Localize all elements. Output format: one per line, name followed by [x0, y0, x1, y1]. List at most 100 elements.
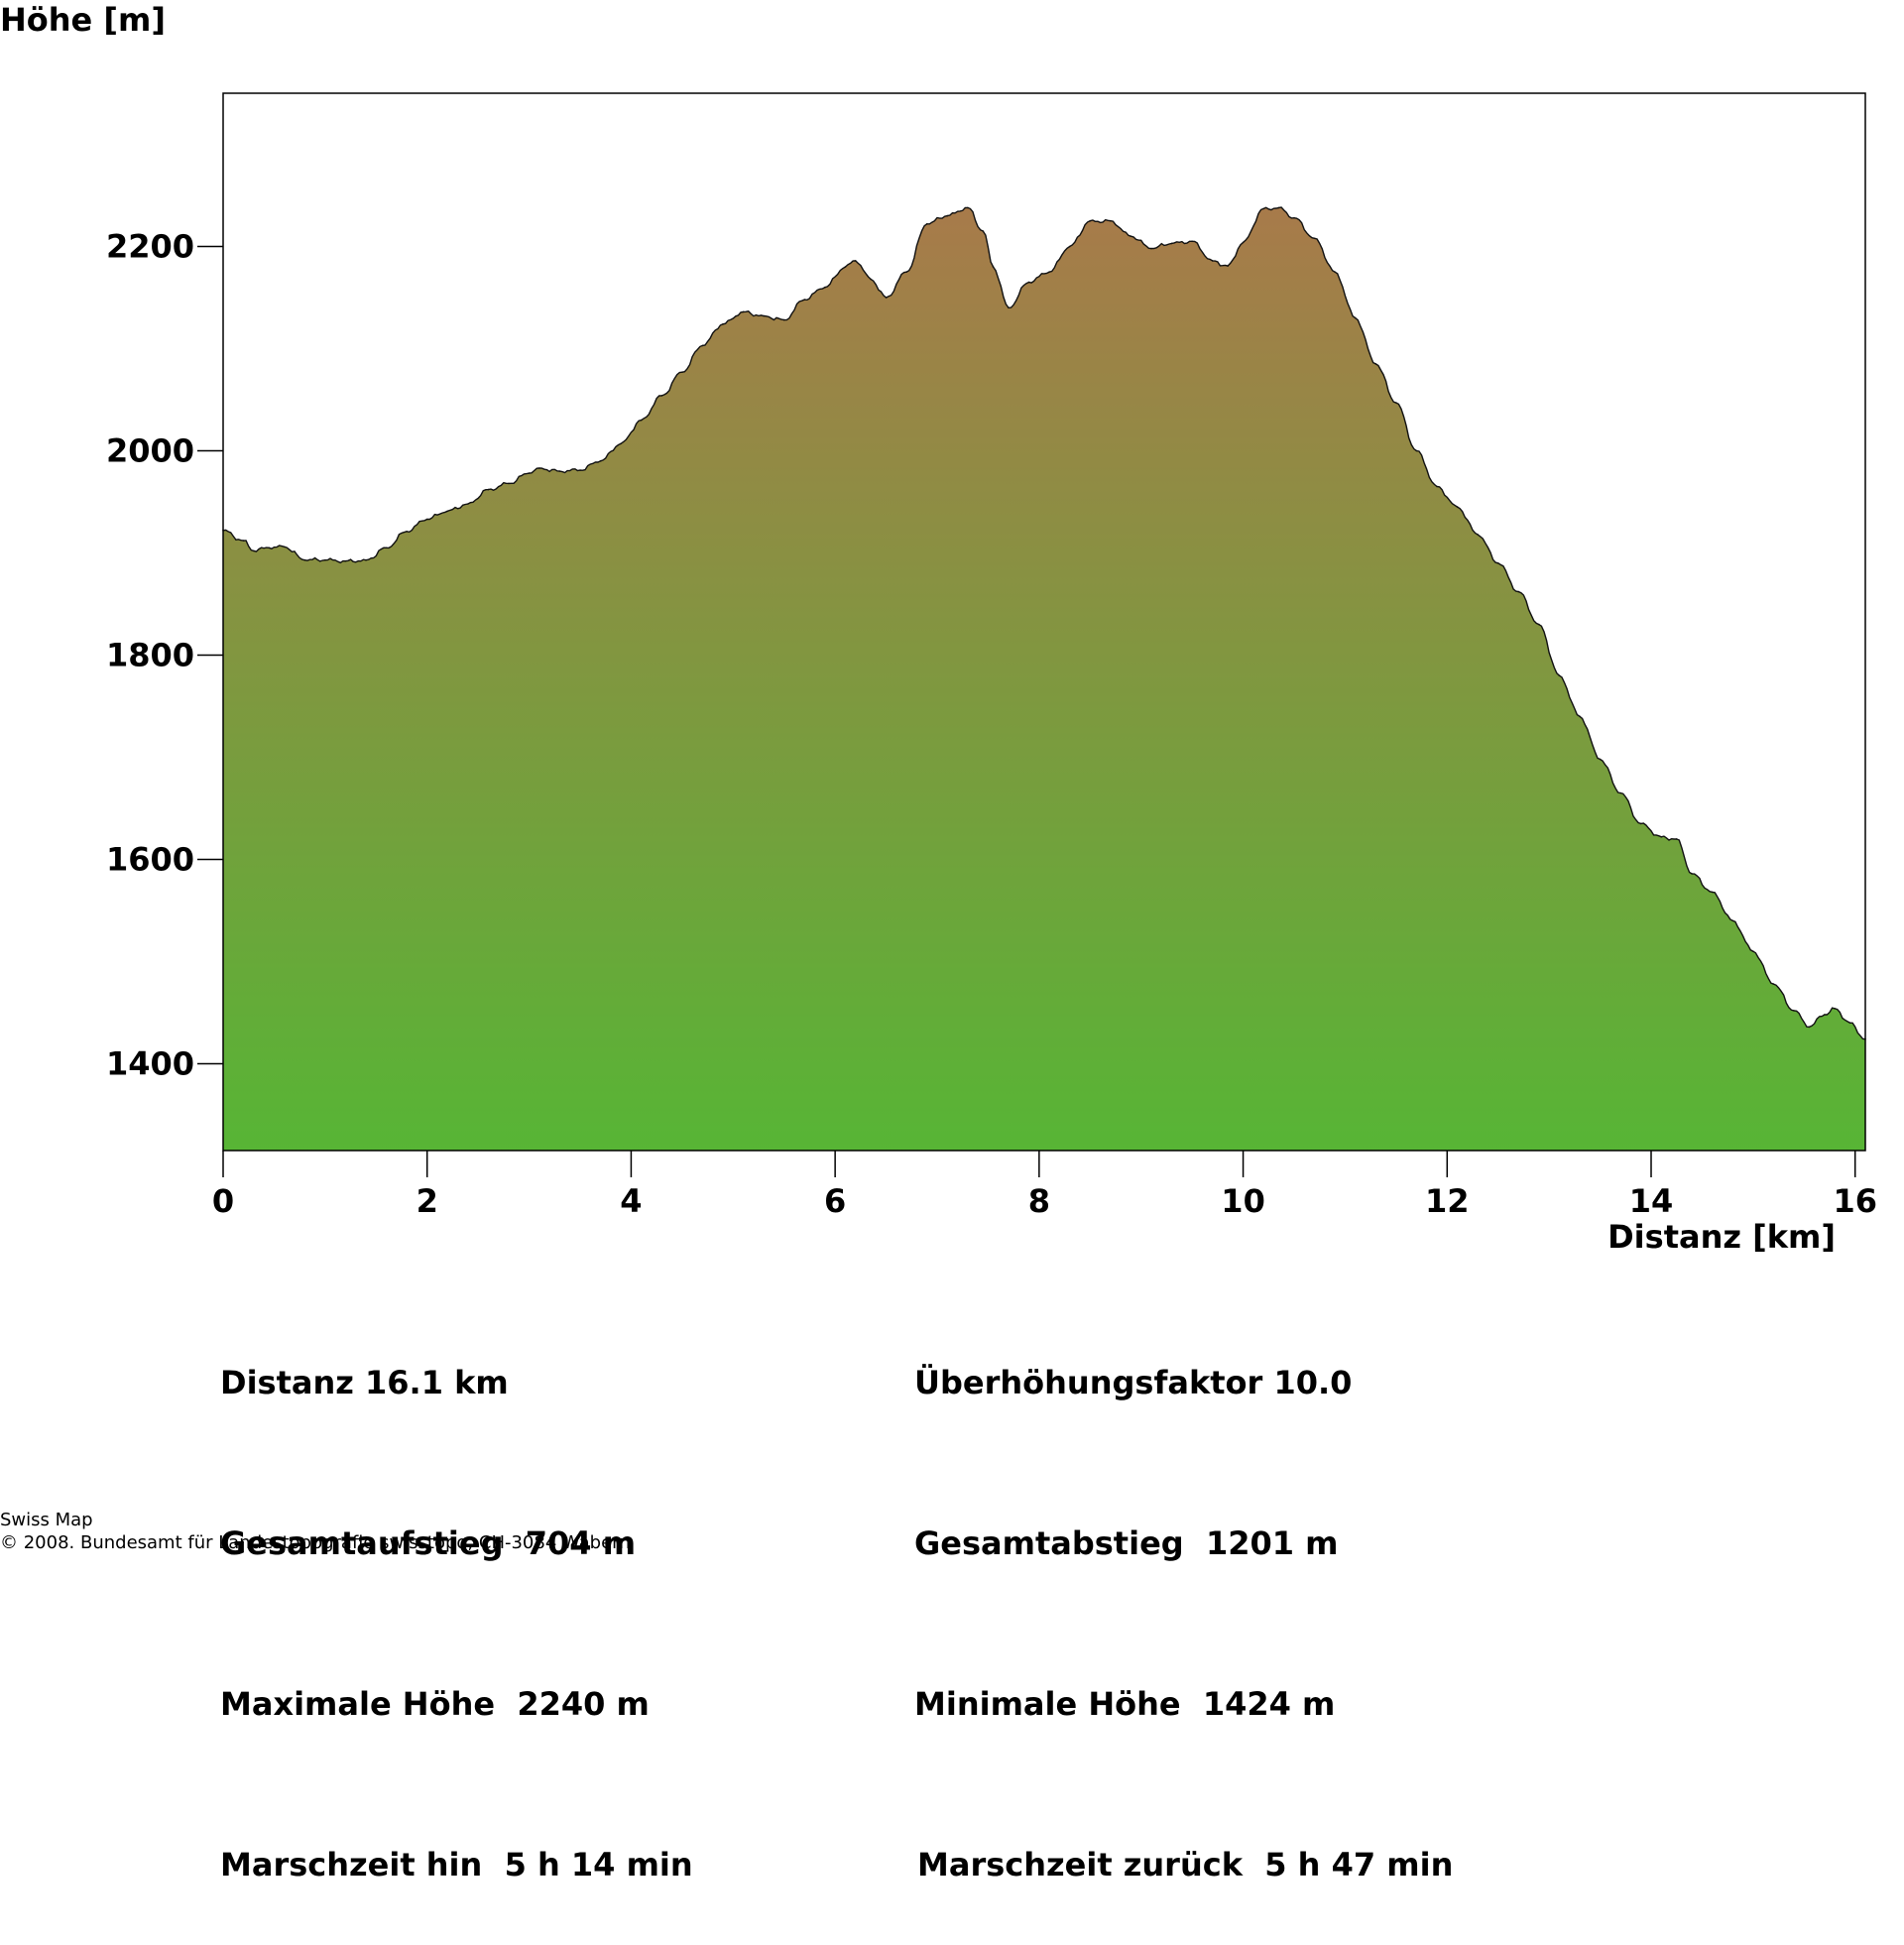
elevation-point	[1227, 265, 1229, 267]
elevation-point	[268, 547, 271, 549]
x-tick-label: 8	[1028, 1182, 1050, 1220]
elevation-point	[425, 518, 428, 521]
elevation-point	[870, 278, 872, 281]
elevation-point	[1150, 247, 1152, 250]
elevation-point	[1824, 1014, 1826, 1016]
elevation-point	[1130, 235, 1132, 237]
elevation-point	[763, 314, 765, 317]
elevation-point	[528, 472, 531, 474]
elevation-point	[681, 371, 683, 374]
elevation-point	[283, 546, 286, 548]
x-tick-label: 14	[1629, 1182, 1674, 1220]
elevation-point	[1808, 1026, 1811, 1029]
elevation-area-layer	[222, 206, 1866, 1151]
elevation-point	[1089, 219, 1092, 222]
elevation-profile-line	[222, 206, 1866, 1040]
y-tick-label: 1600	[106, 840, 194, 878]
credit-line-1: Swiss Map	[0, 1510, 93, 1530]
elevation-point	[742, 310, 745, 313]
elevation-point	[1579, 715, 1581, 718]
y-tick-label: 2200	[106, 227, 194, 265]
elevation-point	[1415, 449, 1418, 452]
y-axis: 1400 1600 1800 2000 2200	[106, 227, 223, 1082]
elevation-point	[803, 299, 806, 301]
elevation-point	[579, 469, 581, 471]
elevation-point	[992, 266, 995, 268]
elevation-point	[1293, 216, 1295, 219]
x-tick-label: 12	[1425, 1182, 1470, 1220]
x-tick-label: 6	[824, 1182, 846, 1220]
elevation-point	[844, 266, 847, 268]
elevation-point	[1752, 950, 1754, 952]
stat-gesamtabstieg: Gesamtabstieg 1201 m	[914, 1524, 1339, 1562]
elevation-point	[905, 271, 907, 274]
x-tick-label: 16	[1833, 1182, 1877, 1220]
elevation-point	[599, 460, 602, 462]
elevation-point	[1558, 674, 1561, 676]
elevation-point	[1538, 623, 1540, 626]
elevation-point	[1848, 1022, 1851, 1025]
elevation-point	[467, 503, 469, 505]
stat-marschzeit-hin: Marschzeit hin 5 h 14 min	[220, 1846, 693, 1884]
elevation-point	[1313, 237, 1316, 240]
elevation-point	[925, 223, 928, 225]
elevation-point	[1008, 306, 1010, 309]
elevation-point	[1834, 1008, 1836, 1010]
elevation-point	[1436, 485, 1438, 488]
elevation-point	[365, 558, 367, 561]
elevation-point	[1334, 271, 1336, 274]
elevation-point	[1211, 260, 1214, 262]
plot-frame	[222, 92, 1866, 1152]
stat-gesamtaufstieg: Gesamtaufstieg 704 m	[220, 1524, 637, 1562]
elevation-point	[1354, 316, 1357, 319]
stats-right-column: Überhöhungsfaktor 10.0 Gesamtabstieg 120…	[914, 1249, 1453, 1945]
x-axis: 0 2 4 6 8 10 12 14 16	[212, 1151, 1877, 1220]
elevation-point	[722, 323, 724, 325]
stat-maximale-hoehe: Maximale Höhe 2240 m	[220, 1685, 650, 1723]
elevation-point	[1731, 919, 1734, 922]
elevation-profile-chart: Höhe [m] 1400 1600 1800 2000 2200 0 2 4 6 8 10 12 1…	[0, 1, 1877, 1256]
elevation-point	[1772, 983, 1775, 985]
y-tick-label: 1400	[106, 1044, 194, 1082]
elevation-point	[1639, 822, 1642, 825]
elevation-point	[538, 467, 540, 469]
elevation-point	[1110, 219, 1112, 222]
elevation-point	[1170, 242, 1173, 245]
elevation-point	[1517, 590, 1520, 593]
elevation-point	[1599, 758, 1602, 761]
elevation-point	[640, 419, 643, 422]
stat-marschzeit-zurueck: Marschzeit zurück 5 h 47 min	[917, 1846, 1454, 1884]
elevation-point	[1374, 363, 1377, 365]
elevation-point	[854, 260, 857, 262]
elevation-point	[946, 214, 949, 217]
elevation-point	[446, 510, 449, 513]
elevation-point	[1242, 241, 1245, 244]
elevation-point	[1711, 891, 1714, 894]
elevation-point	[660, 395, 663, 397]
y-tick-label: 1800	[106, 636, 194, 673]
elevation-area	[223, 207, 1865, 1151]
elevation-point	[1027, 281, 1030, 284]
elevation-point	[1477, 534, 1479, 536]
elevation-point	[885, 297, 888, 299]
elevation-point	[1496, 562, 1499, 564]
elevation-point	[406, 531, 408, 533]
credit-line-2: © 2008. Bundesamt für Landestopografie s…	[0, 1532, 631, 1553]
elevation-point	[1675, 838, 1678, 840]
elevation-point	[324, 558, 326, 561]
elevation-point	[385, 547, 388, 549]
elevation-point	[1619, 791, 1621, 794]
x-tick-label: 10	[1221, 1182, 1265, 1220]
elevation-point	[1277, 206, 1280, 209]
elevation-point	[967, 206, 969, 209]
elevation-point	[1660, 836, 1663, 838]
x-tick-label: 4	[620, 1182, 642, 1220]
elevation-point	[620, 442, 622, 445]
elevation-point	[1068, 245, 1071, 248]
elevation-point	[824, 286, 826, 289]
stat-minimale-hoehe: Minimale Höhe 1424 m	[914, 1685, 1336, 1723]
elevation-point	[508, 482, 510, 485]
elevation-point	[487, 488, 490, 491]
elevation-point	[344, 559, 347, 562]
elevation-point	[1191, 240, 1193, 243]
